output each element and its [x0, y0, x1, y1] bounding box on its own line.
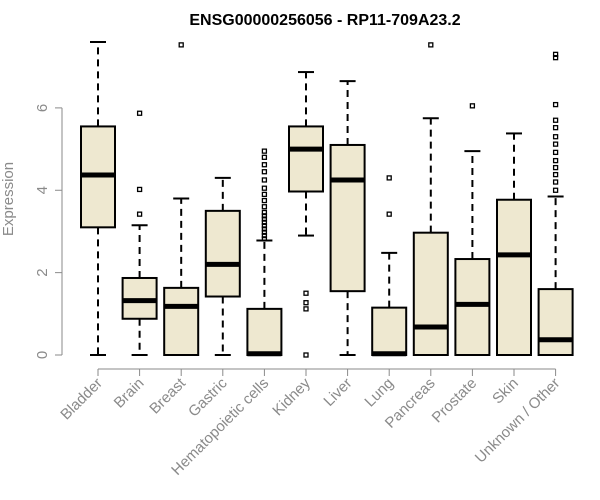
boxes-layer — [80, 41, 574, 358]
outlier-point — [261, 223, 268, 229]
outlier-point — [552, 157, 559, 164]
outlier-point — [261, 197, 268, 204]
outlier-point — [261, 219, 268, 226]
outlier-point — [552, 101, 559, 108]
outlier-point — [136, 211, 143, 217]
outlier-point — [261, 209, 268, 216]
outlier-point — [552, 179, 559, 185]
outlier-point — [303, 306, 309, 312]
box-lung — [371, 175, 408, 357]
outlier-point — [261, 185, 268, 191]
outlier-point — [261, 216, 268, 222]
outlier-point — [261, 191, 268, 198]
box-brain — [121, 110, 158, 356]
interquartile-box — [246, 307, 283, 357]
x-tick-label: Liver — [320, 375, 355, 410]
outlier-point — [552, 164, 559, 171]
outlier-point — [261, 148, 268, 154]
outlier-point — [178, 42, 184, 48]
interquartile-box — [454, 258, 491, 357]
outlier-point — [552, 55, 559, 61]
outlier-point — [386, 175, 392, 181]
x-tick-label: Brain — [111, 375, 148, 412]
outlier-point — [386, 211, 392, 217]
y-axis: 0 2 4 6 — [34, 104, 63, 359]
interquartile-box — [204, 209, 241, 298]
outlier-point — [552, 171, 559, 178]
interquartile-box — [163, 286, 200, 357]
y-tick-label: 2 — [34, 268, 51, 276]
outlier-point — [303, 300, 309, 306]
outlier-point — [261, 229, 268, 235]
box-hematopoietic-cells — [246, 148, 283, 357]
box-pancreas — [412, 42, 449, 356]
outlier-point — [261, 177, 268, 183]
box-liver — [329, 80, 366, 356]
outlier-point — [261, 204, 268, 210]
interquartile-box — [371, 306, 408, 356]
y-tick-label: 4 — [34, 186, 51, 194]
outlier-point — [552, 187, 559, 193]
interquartile-box — [329, 143, 366, 293]
box-breast — [163, 42, 200, 357]
chart-title: ENSG00000256056 - RP11-709A23.2 — [189, 12, 460, 29]
outlier-point — [261, 169, 268, 175]
outlier-point — [261, 213, 268, 219]
y-tick-label: 0 — [34, 351, 51, 359]
x-tick-label: Bladder — [57, 375, 106, 424]
x-tick-label: Kidney — [269, 374, 314, 419]
y-axis-label: Expression — [0, 162, 17, 236]
box-prostate — [454, 103, 491, 357]
interquartile-box — [288, 125, 324, 193]
interquartile-box — [496, 198, 532, 356]
outlier-point — [261, 226, 268, 232]
outlier-point — [552, 149, 559, 156]
outlier-point — [261, 232, 268, 239]
interquartile-box — [412, 231, 449, 356]
x-tick-label: Lung — [361, 375, 397, 411]
box-gastric — [204, 176, 241, 356]
outlier-point — [136, 110, 143, 116]
outlier-point — [136, 186, 143, 193]
outlier-point — [552, 125, 559, 131]
x-tick-label: Skin — [489, 375, 522, 408]
outlier-point — [552, 141, 559, 147]
outlier-point — [552, 117, 559, 123]
y-tick-label: 6 — [34, 104, 51, 112]
x-tick-label: Prostate — [429, 375, 481, 427]
box-bladder — [80, 41, 116, 356]
box-skin — [496, 132, 532, 356]
outlier-point — [552, 51, 559, 58]
outlier-point — [261, 154, 268, 160]
box-unknown-other — [537, 51, 574, 356]
outlier-point — [428, 42, 434, 48]
outlier-point — [552, 134, 559, 140]
outlier-point — [303, 290, 309, 296]
box-kidney — [288, 71, 324, 358]
outlier-point — [261, 236, 268, 242]
outlier-point — [303, 352, 309, 358]
interquartile-box — [537, 288, 574, 356]
outlier-point — [261, 162, 268, 168]
x-tick-label: Breast — [146, 374, 189, 417]
outlier-point — [469, 103, 476, 109]
